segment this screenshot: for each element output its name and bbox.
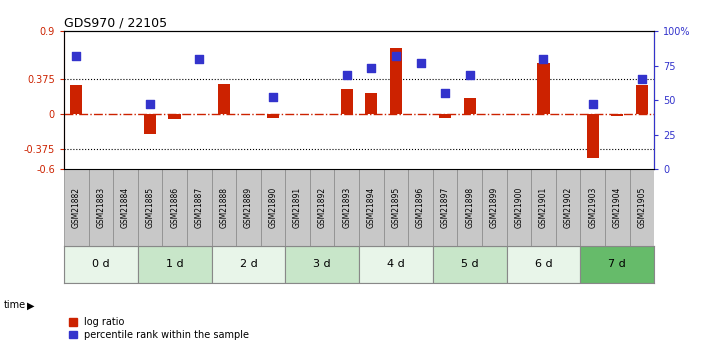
Bar	[580, 246, 654, 283]
Bar	[587, 114, 599, 158]
Bar	[457, 169, 482, 246]
Bar	[629, 169, 654, 246]
Text: GSM21891: GSM21891	[293, 187, 302, 228]
Point	[365, 66, 377, 71]
Bar	[365, 93, 378, 114]
Bar	[636, 86, 648, 114]
Bar	[531, 169, 556, 246]
Bar	[64, 169, 89, 246]
Bar	[390, 48, 402, 114]
Text: GSM21883: GSM21883	[97, 187, 105, 228]
Point	[144, 101, 156, 107]
Text: GSM21895: GSM21895	[392, 187, 400, 228]
Bar	[341, 89, 353, 114]
Point	[267, 95, 279, 100]
Text: GSM21897: GSM21897	[441, 187, 449, 228]
Text: 7 d: 7 d	[609, 259, 626, 269]
Bar	[334, 169, 359, 246]
Bar	[408, 169, 433, 246]
Bar	[162, 169, 187, 246]
Text: 5 d: 5 d	[461, 259, 479, 269]
Text: GSM21899: GSM21899	[490, 187, 499, 228]
Text: GSM21892: GSM21892	[318, 187, 326, 228]
Bar	[433, 246, 506, 283]
Bar	[506, 246, 580, 283]
Point	[439, 90, 451, 96]
Text: GSM21888: GSM21888	[219, 187, 228, 228]
Bar	[261, 169, 285, 246]
Text: GSM21900: GSM21900	[514, 187, 523, 228]
Point	[636, 77, 648, 82]
Text: 3 d: 3 d	[314, 259, 331, 269]
Point	[587, 101, 599, 107]
Text: GSM21903: GSM21903	[588, 187, 597, 228]
Text: GSM21905: GSM21905	[637, 187, 646, 228]
Bar	[605, 169, 629, 246]
Point	[70, 53, 82, 59]
Point	[193, 56, 205, 61]
Bar	[169, 114, 181, 119]
Legend: log ratio, percentile rank within the sample: log ratio, percentile rank within the sa…	[69, 317, 250, 340]
Point	[390, 53, 402, 59]
Point	[341, 72, 353, 78]
Text: 4 d: 4 d	[387, 259, 405, 269]
Bar	[267, 114, 279, 118]
Point	[464, 72, 476, 78]
Text: 0 d: 0 d	[92, 259, 109, 269]
Text: GSM21901: GSM21901	[539, 187, 548, 228]
Bar	[285, 169, 310, 246]
Bar	[113, 169, 138, 246]
Text: GSM21889: GSM21889	[244, 187, 253, 228]
Text: GSM21902: GSM21902	[564, 187, 572, 228]
Bar	[212, 169, 236, 246]
Text: time: time	[4, 300, 26, 310]
Bar	[439, 114, 451, 118]
Text: 6 d: 6 d	[535, 259, 552, 269]
Bar	[64, 246, 138, 283]
Bar	[144, 114, 156, 134]
Bar	[464, 98, 476, 114]
Bar	[138, 246, 212, 283]
Text: GSM21898: GSM21898	[465, 187, 474, 228]
Text: GSM21890: GSM21890	[269, 187, 277, 228]
Bar	[187, 169, 212, 246]
Bar	[482, 169, 506, 246]
Bar	[212, 246, 285, 283]
Bar	[310, 169, 334, 246]
Text: GSM21904: GSM21904	[613, 187, 621, 228]
Point	[415, 60, 426, 66]
Bar	[580, 169, 605, 246]
Bar	[359, 246, 433, 283]
Text: GSM21893: GSM21893	[342, 187, 351, 228]
Text: ▶: ▶	[27, 300, 35, 310]
Text: GSM21894: GSM21894	[367, 187, 376, 228]
Text: GSM21887: GSM21887	[195, 187, 204, 228]
Text: 1 d: 1 d	[166, 259, 183, 269]
Text: GDS970 / 22105: GDS970 / 22105	[64, 17, 167, 30]
Text: GSM21884: GSM21884	[121, 187, 130, 228]
Bar	[285, 246, 359, 283]
Bar	[433, 169, 457, 246]
Bar	[611, 114, 624, 116]
Bar	[556, 169, 580, 246]
Text: 2 d: 2 d	[240, 259, 257, 269]
Bar	[89, 169, 113, 246]
Text: GSM21896: GSM21896	[416, 187, 425, 228]
Text: GSM21885: GSM21885	[146, 187, 154, 228]
Text: GSM21882: GSM21882	[72, 187, 81, 228]
Text: GSM21886: GSM21886	[170, 187, 179, 228]
Bar	[538, 63, 550, 114]
Bar	[506, 169, 531, 246]
Point	[538, 56, 549, 61]
Bar	[236, 169, 261, 246]
Bar	[138, 169, 162, 246]
Bar	[218, 83, 230, 114]
Bar	[70, 86, 82, 114]
Bar	[359, 169, 384, 246]
Bar	[384, 169, 408, 246]
